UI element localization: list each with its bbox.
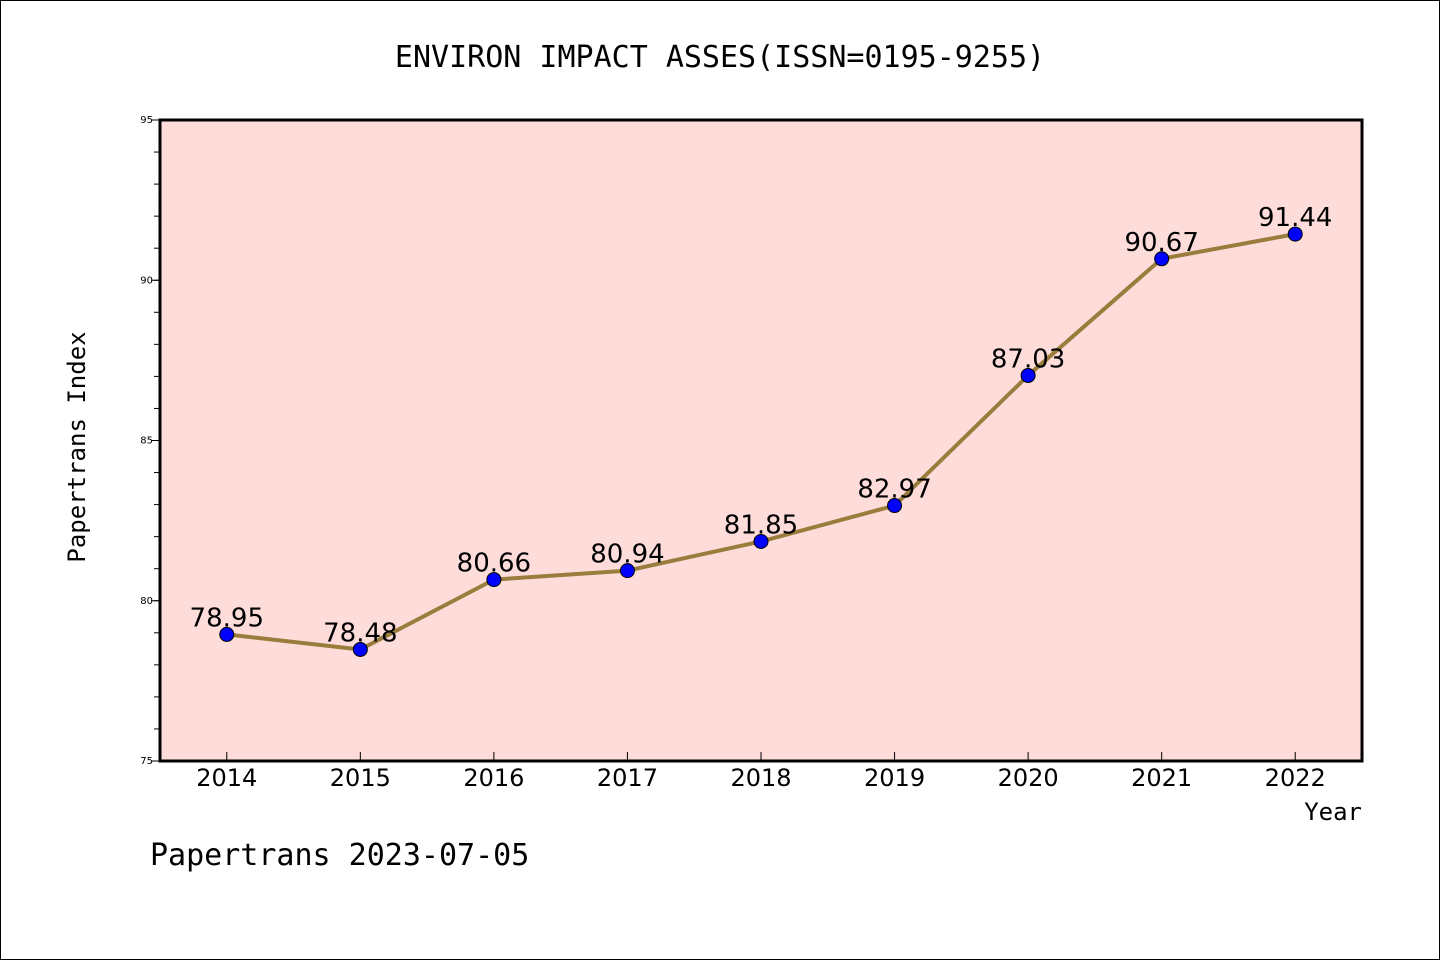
y-tick-label: 95 <box>140 115 153 126</box>
x-tick-label: 2018 <box>730 764 791 792</box>
data-markers <box>219 226 1303 657</box>
plot-area <box>160 120 1362 761</box>
data-point-marker <box>1154 251 1170 267</box>
y-axis-label: Papertrans Index <box>63 331 91 562</box>
data-point-marker <box>619 563 635 579</box>
x-tick-label: 2019 <box>864 764 925 792</box>
data-point-marker <box>887 498 903 514</box>
x-tick-label: 2014 <box>196 764 257 792</box>
x-tick-label: 2021 <box>1131 764 1192 792</box>
data-point-label: 81.85 <box>724 510 798 540</box>
data-point-marker <box>219 626 235 642</box>
data-point-label: 80.94 <box>590 540 664 570</box>
data-point-label: 91.44 <box>1258 203 1332 233</box>
data-point-marker <box>1020 367 1036 383</box>
x-ticks: 2014 2015 2016 2017 2018 2019 2020 2021 2022 <box>196 752 1326 792</box>
footer-date-label: Papertrans 2023-07-05 <box>150 838 529 873</box>
chart-title: ENVIRON IMPACT ASSES(ISSN=0195-9255) <box>395 40 1045 75</box>
data-point-label: 78.48 <box>323 618 397 648</box>
y-major-ticks: 75 80 85 90 95 <box>140 115 160 767</box>
x-tick-label: 2020 <box>998 764 1059 792</box>
y-tick-label: 75 <box>140 756 153 767</box>
data-point-label: 90.67 <box>1124 228 1198 258</box>
data-point-marker <box>1287 226 1303 242</box>
y-tick-label: 80 <box>140 596 153 607</box>
plot-frame <box>158 118 1364 763</box>
data-labels: 78.95 78.48 80.66 80.94 81.85 82.97 87.03 90.67… <box>190 203 1333 648</box>
x-tick-label: 2017 <box>597 764 658 792</box>
x-axis-label: Year <box>1304 798 1362 826</box>
x-tick-label: 2015 <box>330 764 391 792</box>
data-point-marker <box>352 641 368 657</box>
data-point-label: 82.97 <box>857 475 931 505</box>
data-point-label: 78.95 <box>190 603 264 633</box>
data-point-label: 80.66 <box>457 549 531 579</box>
data-point-label: 87.03 <box>991 344 1065 374</box>
x-tick-label: 2022 <box>1265 764 1326 792</box>
data-point-marker <box>753 533 769 549</box>
y-tick-label: 85 <box>140 436 153 447</box>
y-tick-label: 90 <box>140 275 153 286</box>
data-point-marker <box>486 572 502 588</box>
x-tick-label: 2016 <box>463 764 524 792</box>
